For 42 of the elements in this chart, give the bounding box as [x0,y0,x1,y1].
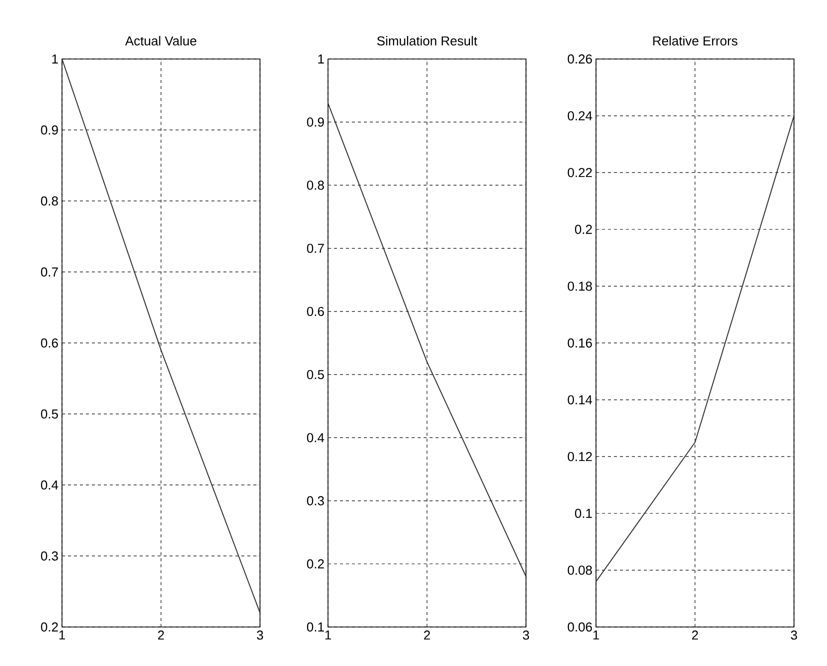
x-tick-label: 1 [59,630,65,640]
y-tick-label: 0.4 [40,480,58,490]
x-tick-label: 1 [325,630,331,640]
y-tick-label: 0.6 [306,306,324,316]
y-tick-label: 0.5 [40,409,58,419]
y-tick-label: 1 [52,54,58,64]
y-tick-label: 0.3 [40,551,58,561]
chart-title: Simulation Result [377,36,478,46]
y-tick-label: 1 [318,54,324,64]
y-tick-label: 0.12 [568,452,592,462]
y-tick-label: 0.6 [40,338,58,348]
y-tick-label: 0.9 [40,125,58,135]
x-tick-label: 2 [158,630,164,640]
y-tick-label: 0.9 [306,118,324,127]
x-tick-label: 3 [522,630,530,640]
y-tick-label: 0.7 [40,267,58,277]
y-tick-label: 0.24 [568,111,592,120]
y-tick-label: 0.8 [306,180,324,190]
y-tick-label: 0.26 [568,54,592,64]
y-tick-label: 0.1 [574,508,592,518]
y-tick-label: 0.8 [40,196,58,206]
y-tick-label: 0.22 [568,168,592,178]
y-tick-label: 0.16 [568,338,592,348]
x-tick-label: 2 [692,630,698,640]
y-tick-label: 0.2 [306,559,324,568]
x-tick-label: 1 [593,630,599,640]
y-tick-label: 0.1 [306,622,324,632]
y-tick-label: 0.7 [306,244,324,253]
y-tick-label: 0.2 [574,224,592,234]
y-tick-label: 0.5 [306,370,324,380]
y-tick-label: 0.18 [568,282,592,291]
y-tick-label: 0.4 [306,433,324,442]
x-tick-label: 2 [424,630,430,640]
y-tick-label: 0.08 [568,566,592,575]
x-tick-label: 3 [256,630,264,640]
y-tick-label: 0.3 [306,496,324,506]
y-tick-label: 0.14 [568,395,592,404]
y-tick-label: 0.06 [568,622,592,632]
y-tick-label: 0.2 [40,622,58,632]
chart-title: Relative Errors [653,36,738,46]
chart-title: Actual Value [125,36,196,46]
x-tick-label: 3 [790,630,798,640]
